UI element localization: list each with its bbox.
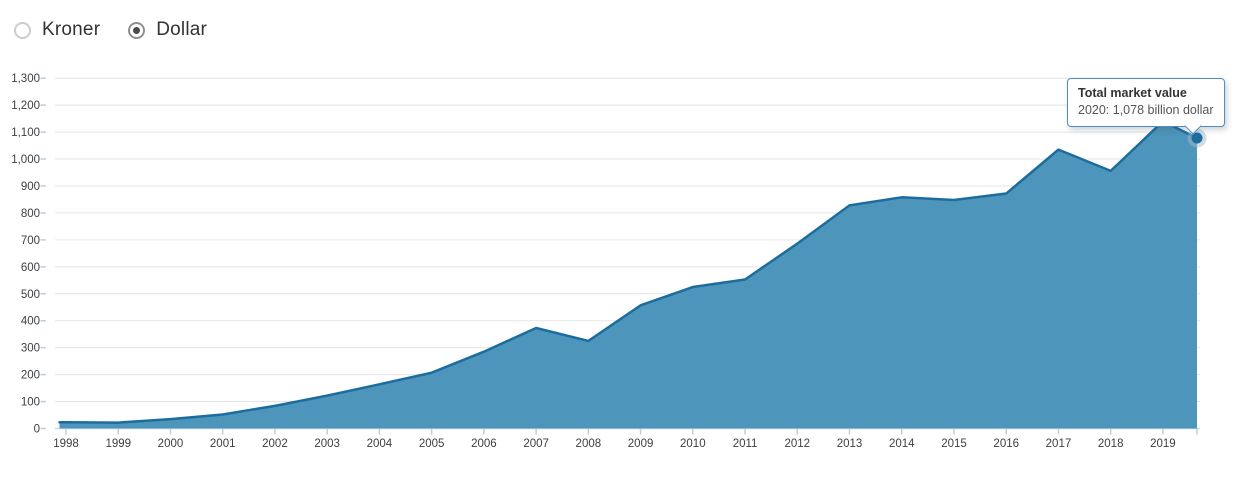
x-axis-label: 2004 <box>367 438 393 450</box>
y-axis-label: 1,300 <box>11 73 40 85</box>
x-axis-label: 2010 <box>680 438 706 450</box>
x-axis-label: 2013 <box>837 438 863 450</box>
x-axis-label: 2008 <box>576 438 602 450</box>
x-axis-label: 2009 <box>628 438 654 450</box>
y-axis-label: 500 <box>21 289 40 301</box>
x-axis-label: 2019 <box>1150 438 1176 450</box>
x-axis-label: 2017 <box>1046 438 1072 450</box>
data-point-marker[interactable] <box>1191 132 1203 144</box>
x-axis-label: 2014 <box>889 438 915 450</box>
y-axis-label: 1,100 <box>11 127 40 139</box>
y-axis-label: 100 <box>21 397 40 409</box>
x-axis-label: 1998 <box>53 438 79 450</box>
radio-kroner-label: Kroner <box>42 19 101 40</box>
y-axis-label: 600 <box>21 262 40 274</box>
y-axis-label: 1,200 <box>11 100 40 112</box>
radio-dollar[interactable]: Dollar <box>128 19 207 41</box>
y-axis-label: 200 <box>21 370 40 382</box>
x-axis-label: 2002 <box>262 438 288 450</box>
y-axis-label: 0 <box>34 424 40 436</box>
y-axis-label: 1,000 <box>11 154 40 166</box>
x-axis-label: 2000 <box>158 438 184 450</box>
x-axis-label: 2012 <box>784 438 810 450</box>
chart-tooltip: Total market value 2020: 1,078 billion d… <box>1067 78 1225 135</box>
x-axis-label: 1999 <box>105 438 131 450</box>
radio-unselected-icon[interactable] <box>14 21 31 39</box>
y-axis-label: 900 <box>21 181 40 193</box>
radio-kroner[interactable]: Kroner <box>14 19 100 41</box>
x-axis-label: 2015 <box>941 438 967 450</box>
tooltip-title: Total market value <box>1078 86 1187 100</box>
x-axis-label: 2011 <box>733 438 758 450</box>
currency-radio-group: Kroner Dollar <box>14 19 235 41</box>
radio-selected-icon[interactable] <box>128 21 146 39</box>
x-axis-label: 2007 <box>523 438 549 450</box>
y-axis-label: 800 <box>21 208 40 220</box>
area-series-fill <box>59 121 1197 429</box>
y-axis-label: 700 <box>21 235 40 247</box>
y-axis-label: 300 <box>21 343 40 355</box>
x-axis-label: 2005 <box>419 438 445 450</box>
x-axis-label: 2001 <box>210 438 236 450</box>
x-axis-label: 2003 <box>314 438 340 450</box>
x-axis-label: 2018 <box>1098 438 1124 450</box>
area-series-line <box>58 120 1199 424</box>
x-axis-label: 2016 <box>993 438 1019 450</box>
tooltip-value: 2020: 1,078 billion dollar <box>1078 102 1214 117</box>
radio-dollar-label: Dollar <box>156 19 208 40</box>
x-axis-label: 2006 <box>471 438 497 450</box>
y-axis-label: 400 <box>21 316 40 328</box>
